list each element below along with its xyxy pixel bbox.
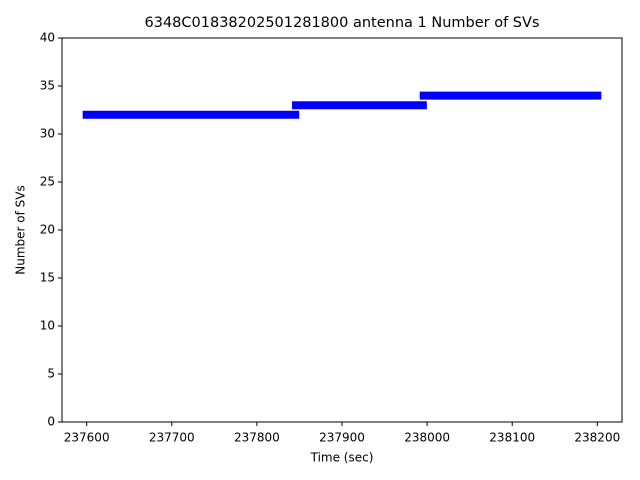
x-tick-label: 237600 (64, 431, 110, 445)
y-axis-label: Number of SVs (14, 185, 28, 274)
x-tick-label: 237900 (319, 431, 365, 445)
y-tick-label: 20 (40, 223, 55, 237)
x-tick-label: 238100 (489, 431, 535, 445)
plot-frame (61, 37, 623, 423)
y-tick-label: 10 (40, 319, 55, 333)
y-tick-label: 0 (47, 415, 55, 429)
y-tick-label: 15 (40, 271, 55, 285)
x-tick-label: 237800 (234, 431, 280, 445)
x-axis-label: Time (sec) (310, 451, 374, 465)
x-tick-label: 238200 (574, 431, 620, 445)
y-tick-label: 25 (40, 175, 55, 189)
y-tick-label: 35 (40, 79, 55, 93)
y-tick-label: 5 (47, 367, 55, 381)
y-tick-label: 40 (40, 31, 55, 45)
chart-title: 6348C01838202501281800 antenna 1 Number … (145, 15, 540, 31)
x-tick-label: 238000 (404, 431, 450, 445)
data-line (82, 91, 602, 119)
x-tick-label: 237700 (149, 431, 195, 445)
y-tick-label: 30 (40, 127, 55, 141)
